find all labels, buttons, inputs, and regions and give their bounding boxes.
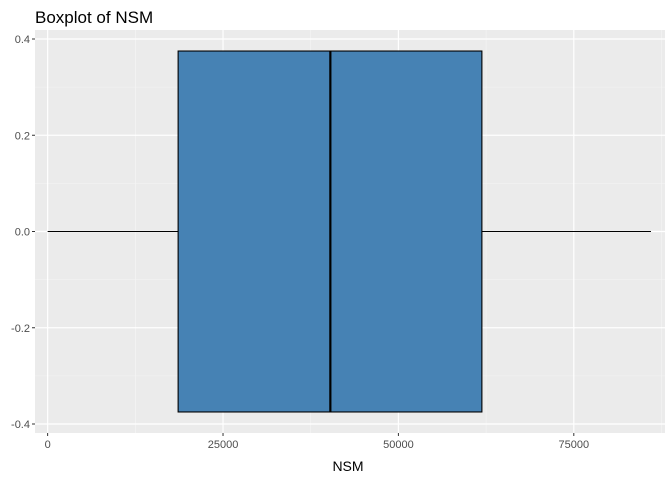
x-axis-title: NSM: [332, 458, 363, 474]
y-tick-label: 0.0: [15, 227, 30, 239]
y-tick-label: 0.4: [15, 34, 30, 46]
x-tick-label: 50000: [383, 439, 414, 451]
y-axis: 0.4 0.2 0.0 -0.2 -0.4: [11, 34, 35, 431]
x-tick-label: 75000: [559, 439, 590, 451]
x-tick-label: 0: [45, 439, 51, 451]
y-tick-label: -0.2: [11, 323, 30, 335]
chart-title: Boxplot of NSM: [35, 8, 153, 27]
y-tick-label: -0.4: [11, 419, 30, 431]
y-tick-label: 0.2: [15, 130, 30, 142]
boxplot: [47, 50, 651, 413]
x-axis: 0 25000 50000 75000: [45, 433, 590, 451]
x-tick-label: 25000: [208, 439, 239, 451]
